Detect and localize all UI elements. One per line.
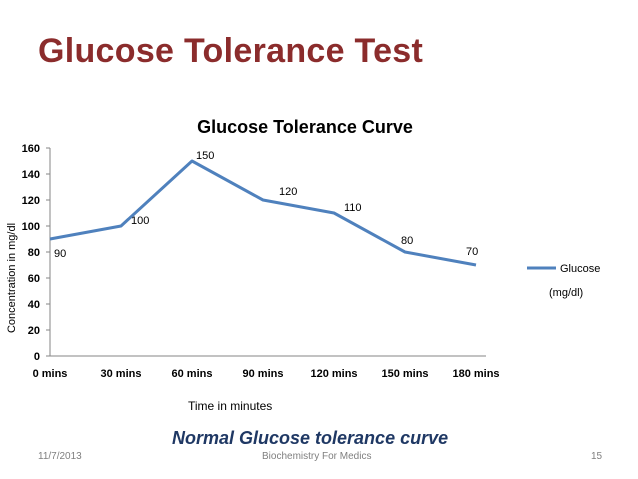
data-label: 70 (466, 246, 478, 258)
footer-date: 11/7/2013 (38, 451, 82, 462)
x-tick-label: 90 mins (243, 368, 284, 380)
y-tick-label: 0 (34, 351, 40, 363)
x-axis-title: Time in minutes (188, 399, 272, 413)
y-tick-label: 140 (22, 169, 40, 181)
data-label: 120 (279, 186, 297, 198)
y-tick-label: 160 (22, 143, 40, 155)
page-number: 15 (591, 451, 602, 462)
y-tick-label: 40 (28, 299, 40, 311)
data-label: 110 (344, 202, 362, 214)
y-tick-label: 60 (28, 273, 40, 285)
x-tick-label: 60 mins (172, 368, 213, 380)
legend-label: Glucose (560, 263, 600, 275)
y-axis-title: Concentration in mg/dl (6, 223, 18, 333)
data-label: 80 (401, 235, 413, 247)
y-tick-label: 120 (22, 195, 40, 207)
series-line-glucose (50, 161, 476, 265)
data-label: 90 (54, 248, 66, 260)
glucose-chart: Glucose Tolerance Curve 0 20 40 60 80 100 120 14… (0, 0, 638, 479)
footer-center-text: Biochemistry For Medics (262, 451, 371, 462)
x-tick-label: 0 mins (33, 368, 68, 380)
chart-caption: Normal Glucose tolerance curve (172, 428, 448, 449)
data-label: 100 (131, 215, 149, 227)
x-tick-label: 120 mins (310, 368, 357, 380)
x-tick-label: 150 mins (381, 368, 428, 380)
y-tick-label: 20 (28, 325, 40, 337)
legend-note: (mg/dl) (549, 287, 583, 299)
y-tick-label: 80 (28, 247, 40, 259)
y-tick-label: 100 (22, 221, 40, 233)
data-label: 150 (196, 150, 214, 162)
x-tick-label: 30 mins (101, 368, 142, 380)
chart-title: Glucose Tolerance Curve (197, 117, 413, 137)
x-tick-label: 180 mins (452, 368, 499, 380)
